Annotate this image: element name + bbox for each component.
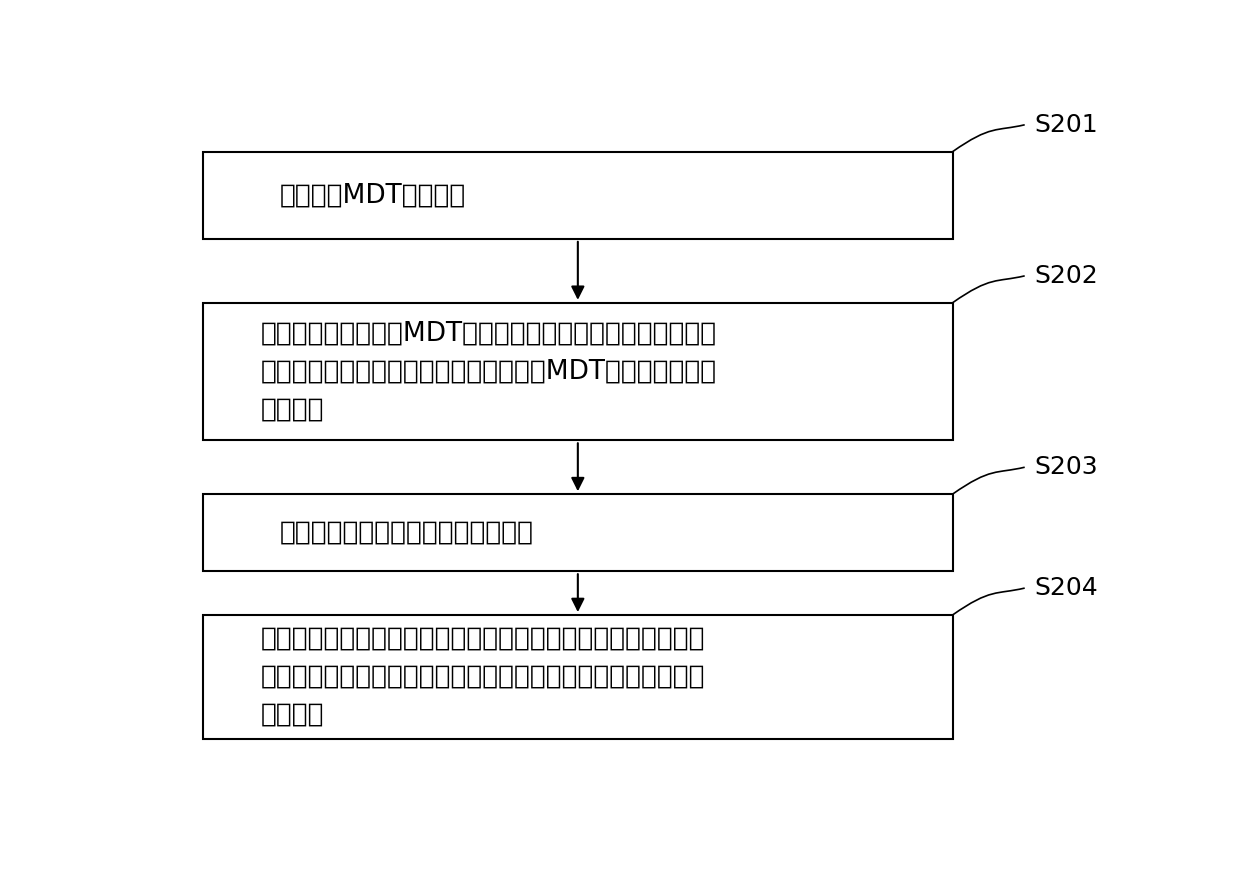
Text: S204: S204 <box>1034 576 1099 600</box>
Text: 预先获取MDT测量报告: 预先获取MDT测量报告 <box>280 182 466 208</box>
FancyBboxPatch shape <box>203 152 952 239</box>
Text: 解析所述预先获取的MDT测量报告，并得到包含经纬度信息以
及主邻小区服务网元参考信号接收功率的MDT测量报告，作为
候选样本: 解析所述预先获取的MDT测量报告，并得到包含经纬度信息以 及主邻小区服务网元参考… <box>260 321 717 423</box>
Text: S203: S203 <box>1034 455 1097 480</box>
FancyBboxPatch shape <box>203 303 952 440</box>
FancyBboxPatch shape <box>203 615 952 739</box>
FancyBboxPatch shape <box>203 494 952 571</box>
Text: S201: S201 <box>1034 112 1097 137</box>
Text: 在所述候选样本中采样得到训练样本: 在所述候选样本中采样得到训练样本 <box>280 520 534 546</box>
Text: 利用基于遗传算法的神经网络对所述训练样本中包括的经纬度信
息以及主邻小区服务网元参考信号接收功率进行训练，得到位置
识别模型: 利用基于遗传算法的神经网络对所述训练样本中包括的经纬度信 息以及主邻小区服务网元… <box>260 626 706 728</box>
Text: S202: S202 <box>1034 264 1099 288</box>
